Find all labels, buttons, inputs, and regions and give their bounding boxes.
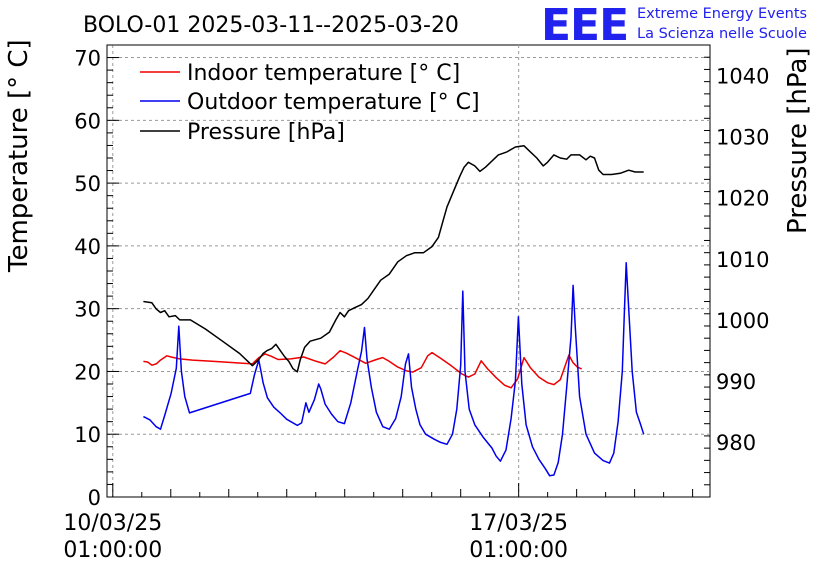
right-axis-title: Pressure [hPa] <box>783 48 813 235</box>
right-tick-label-1020: 1020 <box>716 187 769 211</box>
right-tick-label-990: 990 <box>716 370 756 394</box>
logo-line-2: La Scienza nelle Scuole <box>637 26 807 42</box>
legend-label-0: Indoor temperature [° C] <box>187 61 460 86</box>
left-tick-label-10: 10 <box>74 423 101 447</box>
left-tick-label-40: 40 <box>74 235 101 259</box>
left-tick-label-70: 70 <box>74 47 101 71</box>
eee-logo-mark: EEE <box>541 0 628 51</box>
left-tick-label-60: 60 <box>74 109 101 133</box>
legend: Indoor temperature [° C] Outdoor temperat… <box>140 61 480 145</box>
series-layer <box>143 145 645 477</box>
logo-line-1: Extreme Energy Events <box>637 6 807 22</box>
series-line-0 <box>143 349 582 389</box>
legend-label-1: Outdoor temperature [° C] <box>187 90 480 115</box>
right-tick-label-980: 980 <box>716 431 756 455</box>
left-tick-label-20: 20 <box>74 360 101 384</box>
series-line-2 <box>143 145 644 373</box>
x-tick-date-1: 17/03/25 <box>469 511 568 536</box>
x-tick-time-0: 01:00:00 <box>63 538 162 563</box>
right-tick-label-1010: 1010 <box>716 248 769 272</box>
right-tick-label-1030: 1030 <box>716 126 769 150</box>
right-tick-label-1000: 1000 <box>716 309 769 333</box>
series-line-1 <box>143 262 645 477</box>
x-tick-time-1: 01:00:00 <box>469 538 568 563</box>
chart-title: BOLO-01 2025-03-11--2025-03-20 <box>83 13 459 38</box>
right-tick-label-1040: 1040 <box>716 65 769 89</box>
left-axis-title: Temperature [° C] <box>4 39 34 273</box>
left-tick-label-50: 50 <box>74 172 101 196</box>
left-tick-label-0: 0 <box>88 486 101 510</box>
legend-label-2: Pressure [hPa] <box>187 120 345 145</box>
x-tick-date-0: 10/03/25 <box>63 511 162 536</box>
left-axis-ticks: 0 10 20 30 40 50 60 70 <box>74 44 119 510</box>
right-axis-ticks: 980 990 1000 1010 1020 1030 1040 <box>704 44 769 498</box>
left-tick-label-30: 30 <box>74 298 101 322</box>
